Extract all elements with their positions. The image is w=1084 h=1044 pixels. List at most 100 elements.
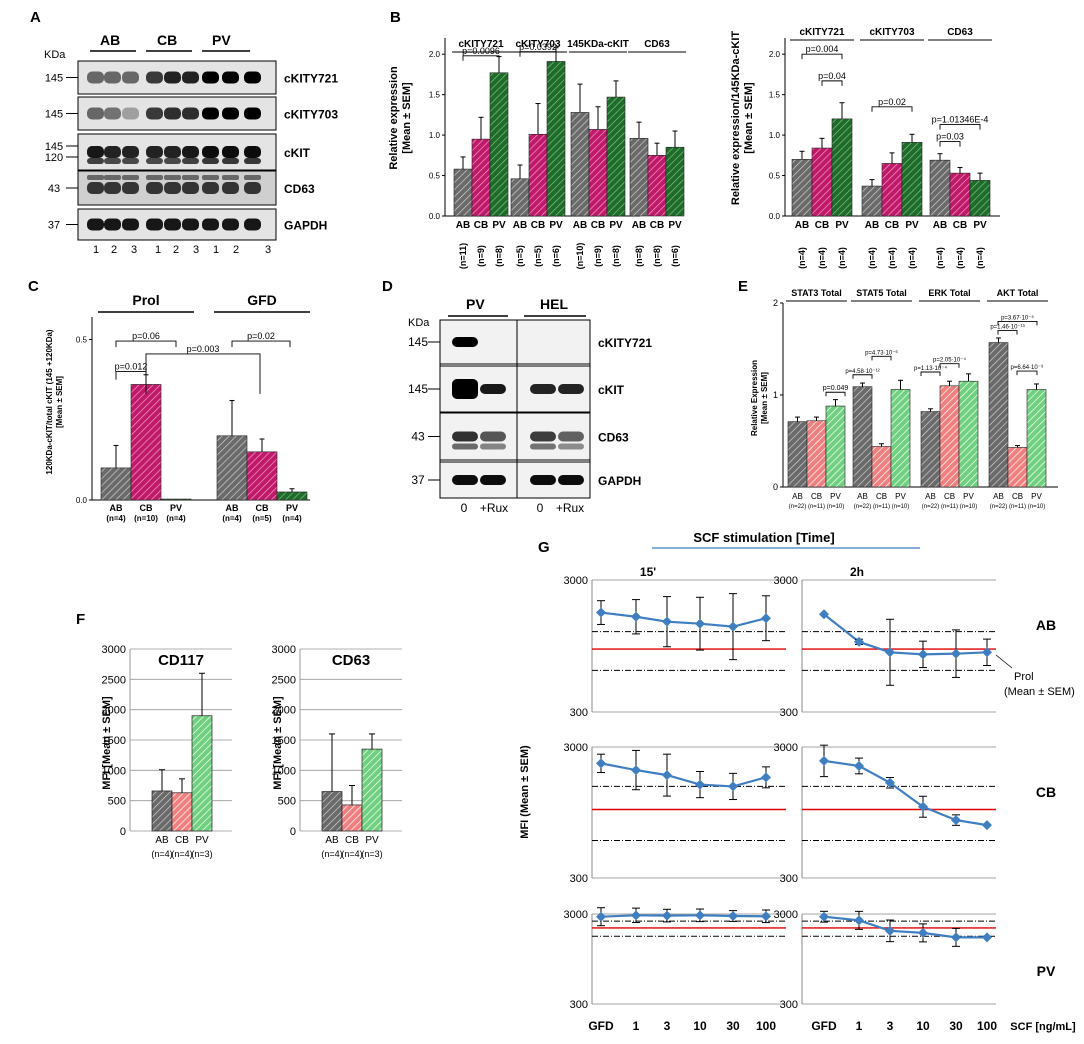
y-tick-label: 500 [278, 796, 296, 808]
bar [920, 411, 941, 488]
blot-band [146, 71, 163, 84]
data-point-marker [854, 760, 864, 771]
data-point-marker [728, 911, 738, 922]
blot-band [164, 182, 181, 194]
p-value-label: p=2.05·10⁻⁴ [933, 357, 966, 364]
blot-band [558, 443, 584, 450]
significance-bracket [115, 371, 147, 380]
sample-size-label: (n=4) [797, 247, 807, 269]
blot-lane-label: +Rux [480, 501, 508, 515]
x-category-label: PV [492, 220, 506, 231]
data-point-marker [596, 911, 606, 922]
x-category-label: PV [835, 220, 849, 231]
blot-lane-label: 0 [537, 501, 544, 515]
p-value-label: p=0.049 [823, 385, 849, 392]
legend-label: Prol [1014, 671, 1034, 683]
y-tick-label: 1.0 [769, 131, 781, 140]
significance-bracket [801, 53, 843, 60]
x-category-label: AB [795, 220, 809, 231]
bar [958, 380, 979, 488]
blot-protein-label: cKIT [284, 146, 311, 160]
x-category-label: AB [456, 220, 470, 231]
sample-size-label: (n=6) [551, 245, 561, 267]
data-point-marker [662, 770, 672, 781]
blot-band [164, 107, 181, 120]
blot-band [480, 431, 506, 442]
chart-f-cd63: 0 500 1000 1500 2000 2500 3000 CD63 MFI [Mean ± … [272, 644, 402, 859]
sample-size-label: (n=10) [575, 243, 585, 270]
x-category-label: AB [155, 835, 169, 846]
blot-band [87, 182, 104, 194]
x-category-label: CB [876, 492, 887, 501]
blot-band [87, 158, 104, 164]
p-value-label: p=1.46·10⁻¹³ [990, 325, 1024, 331]
significance-bracket [939, 363, 960, 368]
bar [988, 342, 1009, 488]
sample-size-label: (n=22) [789, 504, 807, 510]
row-label: PV [1037, 963, 1056, 979]
blot-lane-label: 1 [213, 244, 219, 256]
blot-band [558, 475, 584, 485]
bar [321, 791, 343, 832]
western-blot-a: KDa AB CB PV cKITY721 145 cKITY703 145 cKIT 1… [44, 32, 338, 256]
sample-size-label: (n=22) [922, 504, 940, 510]
data-point-marker [596, 758, 606, 769]
data-point-marker [885, 925, 895, 936]
data-point-marker [596, 607, 606, 618]
panel-letter-f: F [76, 611, 85, 628]
data-point-marker [951, 932, 961, 943]
y-tick-label: 3000 [774, 742, 798, 754]
blot-band [87, 146, 104, 158]
blot-band [222, 182, 239, 194]
blot-lane-label: 1 [93, 244, 99, 256]
significance-bracket [115, 340, 177, 348]
bar [216, 435, 248, 501]
y-tick-label: 0.0 [429, 212, 441, 221]
blot-lane-label: 3 [265, 244, 271, 256]
p-value-label: p=0.012 [115, 362, 148, 372]
x-category-label: AB [933, 220, 947, 231]
blot-band [122, 182, 139, 194]
blot-group-label: HEL [540, 296, 568, 312]
x-tick-label: GFD [588, 1019, 614, 1033]
y-tick-label: 0 [773, 482, 778, 492]
x-category-label: AB [925, 492, 936, 501]
blot-band [182, 218, 199, 231]
bar [647, 155, 667, 217]
x-tick-label: 3 [887, 1019, 894, 1033]
p-value-label: p=3.67·10⁻⁵ [1001, 314, 1034, 321]
blot-protein-label: CD63 [284, 182, 315, 196]
y-tick-label: 2000 [272, 705, 296, 717]
blot-band [182, 146, 199, 158]
blot-band [222, 158, 239, 164]
sample-size-label: (n=4) [887, 247, 897, 269]
x-category-label: AB [865, 220, 879, 231]
blot-mw-label: 120 [45, 152, 63, 164]
series-line [823, 759, 988, 827]
y-tick-label: 3000 [564, 742, 588, 754]
series-line [600, 762, 767, 788]
y-tick-label: 0.5 [429, 172, 441, 181]
x-category-label: AB [573, 220, 587, 231]
data-point-marker [728, 621, 738, 632]
data-point-marker [854, 636, 864, 647]
data-point-marker [885, 777, 895, 788]
blot-band [558, 431, 584, 442]
kda-label: KDa [408, 317, 430, 329]
sample-size-label: (n=4) [867, 247, 877, 269]
significance-bracket [997, 330, 1018, 335]
blot-mw-label: 145 [408, 335, 428, 349]
blot-band [222, 107, 239, 120]
blot-band [122, 158, 139, 164]
x-category-label: AB [513, 220, 527, 231]
y-axis-label: MFI [Mean ± SEM] [101, 696, 113, 790]
sample-size-label: (n=4) [222, 514, 242, 523]
panel-letter-e: E [738, 278, 748, 295]
blot-band [164, 146, 181, 158]
y-tick-label: 1 [773, 390, 778, 400]
significance-bracket [871, 355, 892, 361]
blot-band [222, 218, 239, 231]
y-tick-label: 300 [780, 873, 798, 885]
bar [588, 129, 608, 217]
blot-band [87, 71, 104, 84]
